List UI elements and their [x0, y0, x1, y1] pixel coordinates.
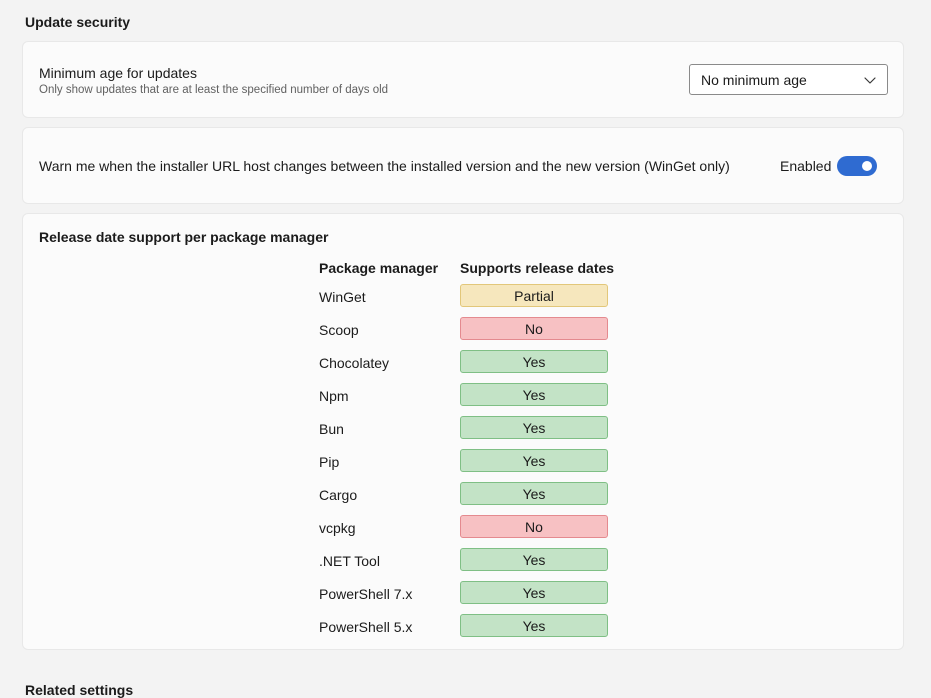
table-row: WinGet Partial — [23, 284, 903, 317]
url-host-toggle[interactable] — [837, 156, 877, 176]
supports-release-dates-column-header: Supports release dates — [460, 260, 615, 276]
toggle-knob — [862, 161, 872, 171]
package-manager-name: PowerShell 5.x — [319, 619, 413, 635]
package-manager-name: Npm — [319, 388, 349, 404]
package-manager-column-header: Package manager — [319, 260, 439, 276]
support-status-badge: Partial — [460, 284, 608, 307]
support-status-badge: Yes — [460, 614, 608, 637]
release-support-title: Release date support per package manager — [39, 229, 329, 245]
package-manager-name: .NET Tool — [319, 553, 380, 569]
support-status-badge: Yes — [460, 350, 608, 373]
package-manager-name: Chocolatey — [319, 355, 390, 371]
support-status-badge: Yes — [460, 581, 608, 604]
minimum-age-card: Minimum age for updates Only show update… — [22, 41, 904, 118]
url-host-card: Warn me when the installer URL host chan… — [22, 127, 904, 204]
toggle-state-label: Enabled — [780, 158, 832, 174]
url-host-warning-label: Warn me when the installer URL host chan… — [39, 158, 730, 174]
table-row: Pip Yes — [23, 449, 903, 482]
support-status-badge: No — [460, 317, 608, 340]
table-row: PowerShell 5.x Yes — [23, 614, 903, 647]
package-manager-name: Scoop — [319, 322, 359, 338]
package-manager-name: Bun — [319, 421, 344, 437]
table-row: Bun Yes — [23, 416, 903, 449]
table-row: vcpkg No — [23, 515, 903, 548]
package-manager-name: PowerShell 7.x — [319, 586, 413, 602]
table-row: Scoop No — [23, 317, 903, 350]
support-status-badge: No — [460, 515, 608, 538]
package-manager-name: Pip — [319, 454, 340, 470]
minimum-age-description: Only show updates that are at least the … — [39, 84, 389, 96]
table-row: PowerShell 7.x Yes — [23, 581, 903, 614]
table-row: Cargo Yes — [23, 482, 903, 515]
support-status-badge: Yes — [460, 383, 608, 406]
release-date-support-card: Release date support per package manager… — [22, 213, 904, 650]
table-row: Chocolatey Yes — [23, 350, 903, 383]
support-status-badge: Yes — [460, 449, 608, 472]
package-manager-name: vcpkg — [319, 520, 356, 536]
release-support-table: WinGet Partial Scoop No Chocolatey Yes Npm Yes B… — [23, 284, 903, 647]
minimum-age-dropdown[interactable]: No minimum age — [689, 64, 888, 95]
table-row: Npm Yes — [23, 383, 903, 416]
support-status-badge: Yes — [460, 482, 608, 505]
chevron-down-icon — [864, 77, 876, 84]
support-status-badge: Yes — [460, 548, 608, 571]
package-manager-name: WinGet — [319, 289, 366, 305]
minimum-age-selected-value: No minimum age — [701, 71, 807, 88]
next-section-title: Related settings — [25, 682, 134, 698]
table-row: .NET Tool Yes — [23, 548, 903, 581]
support-status-badge: Yes — [460, 416, 608, 439]
package-manager-name: Cargo — [319, 487, 358, 503]
section-title: Update security — [25, 14, 131, 30]
minimum-age-title: Minimum age for updates — [39, 65, 197, 81]
